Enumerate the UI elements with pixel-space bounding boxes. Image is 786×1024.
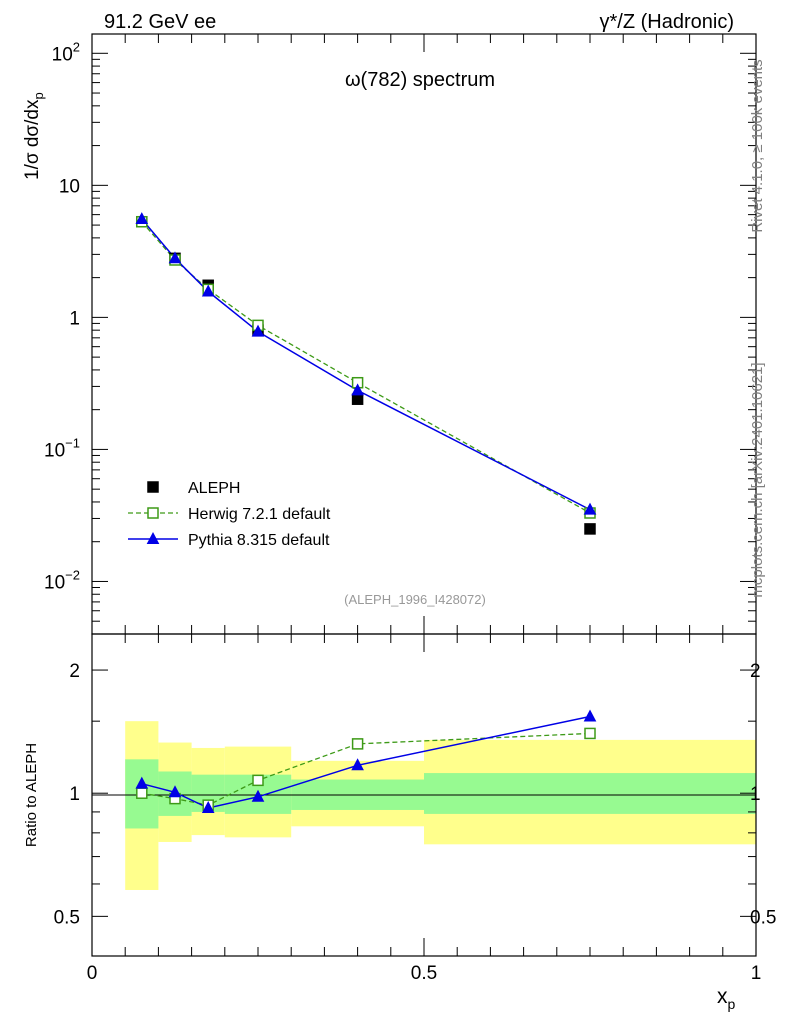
legend-label: Pythia 8.315 default: [188, 532, 330, 549]
main-y-tick-label: 10−2: [44, 567, 80, 593]
ratio-herwig-point: [584, 727, 596, 740]
ratio-uncertainty-bands: [125, 721, 756, 890]
ratio-pythia-point: [583, 709, 597, 722]
x-tick-label: 0.5: [411, 963, 437, 984]
herwig-line: [141, 221, 591, 514]
ratio-band-green: [424, 773, 756, 814]
ratio-pythia-point: [351, 758, 364, 771]
ratio-y-tick-label: 0.5: [54, 907, 80, 928]
legend-label: Herwig 7.2.1 default: [188, 506, 331, 523]
main-curves: [141, 218, 591, 514]
pythia-point: [135, 212, 149, 225]
ratio-y-axis-label: Ratio to ALEPH: [23, 743, 40, 847]
chart-title: ω(782) spectrum: [345, 69, 495, 91]
ratio-y-tick-label-right: 0.5: [750, 907, 776, 928]
legend-aleph-marker: [147, 481, 159, 493]
ratio-y-tick-label: 1: [69, 784, 80, 805]
process-label: γ*/Z (Hadronic): [600, 11, 734, 33]
ratio-pythia-line: [141, 715, 591, 809]
ratio-pythia-point: [168, 785, 182, 798]
x-tick-label: 0: [87, 963, 98, 984]
main-y-tick-label: 1: [69, 308, 80, 329]
mcplots-label: mcplots.cern.ch [arXiv:2401.10621]: [749, 362, 766, 597]
main-y-tick-label: 10: [59, 176, 80, 197]
aleph-point: [584, 523, 596, 535]
energy-label: 91.2 GeV ee: [104, 11, 216, 33]
ratio-y-tick-label-right: 2: [750, 661, 761, 682]
x-axis-label: xp: [717, 985, 736, 1012]
ratio-herwig-point: [351, 738, 364, 750]
main-tick-labels: 10−2 10−1 1 10 102: [44, 39, 80, 593]
pythia-point: [201, 284, 215, 297]
pythia-point: [351, 383, 364, 396]
pythia-point: [251, 324, 265, 337]
analysis-watermark: (ALEPH_1996_I428072): [344, 592, 486, 607]
main-y-tick-label: 102: [52, 39, 80, 65]
x-tick-label: 1: [751, 963, 762, 984]
ratio-frame: [91, 633, 757, 957]
pythia-line: [141, 218, 591, 511]
legend: ALEPH Herwig 7.2.1 default Pythia 8.315 de…: [128, 480, 331, 549]
ratio-pythia-point: [201, 801, 215, 813]
ratio-pythia-point: [251, 789, 265, 802]
pythia-point: [583, 502, 597, 515]
main-y-axis-label: 1/σ dσ/dxp: [22, 92, 46, 180]
ratio-tick-labels: 0.5 0.5 1 1 2 2 0 0.5 1: [54, 661, 777, 984]
main-points: [135, 212, 597, 535]
aleph-point: [351, 393, 364, 405]
ratio-y-tick-label-right: 1: [750, 784, 761, 805]
pythia-point: [168, 251, 182, 264]
ratio-herwig-point: [252, 774, 264, 787]
main-y-tick-label: 10−1: [44, 435, 80, 461]
ratio-points: [135, 709, 597, 813]
legend-pythia-marker: [146, 531, 160, 544]
ratio-pythia-point: [135, 776, 149, 789]
ratio-y-tick-label: 2: [69, 661, 80, 682]
ratio-herwig-point: [136, 787, 148, 799]
svg-text:1/σ dσ/dxp: 1/σ dσ/dxp: [22, 92, 46, 180]
legend-label: ALEPH: [188, 480, 240, 497]
rivet-label: Rivet 4.1.0, ≥ 100k events: [749, 59, 766, 232]
svg-text:xp: xp: [717, 985, 736, 1012]
legend-herwig-marker: [147, 507, 159, 519]
